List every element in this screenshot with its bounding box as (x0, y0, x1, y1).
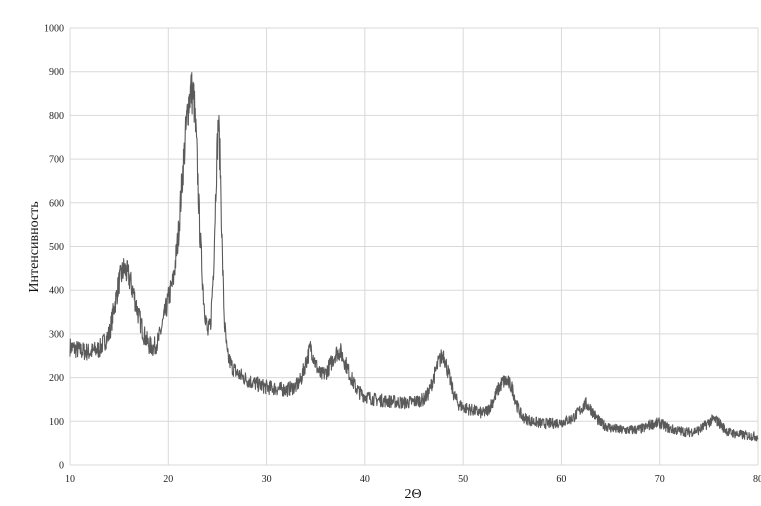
y-axis-title: Интенсивность (27, 201, 42, 292)
y-tick-label: 900 (49, 67, 64, 78)
y-tick-label: 300 (49, 329, 64, 340)
y-tick-label: 700 (49, 155, 64, 166)
y-tick-label: 600 (49, 198, 64, 209)
y-tick-label: 500 (49, 242, 64, 253)
y-tick-label: 200 (49, 373, 64, 384)
x-tick-label: 60 (556, 474, 566, 485)
x-tick-label: 40 (360, 474, 370, 485)
y-tick-label: 400 (49, 286, 64, 297)
intensity-series-line (69, 72, 759, 442)
x-tick-label: 20 (163, 474, 173, 485)
x-tick-label: 30 (262, 474, 272, 485)
y-tick-label: 0 (59, 461, 64, 472)
x-axis-title: 2Θ (404, 487, 421, 502)
y-tick-label: 100 (49, 417, 64, 428)
x-tick-label: 80 (753, 474, 761, 485)
x-tick-label: 50 (458, 474, 468, 485)
y-tick-label: 1000 (44, 24, 64, 35)
y-tick-label: 800 (49, 111, 64, 122)
x-tick-label: 70 (655, 474, 665, 485)
x-tick-label: 10 (65, 474, 75, 485)
